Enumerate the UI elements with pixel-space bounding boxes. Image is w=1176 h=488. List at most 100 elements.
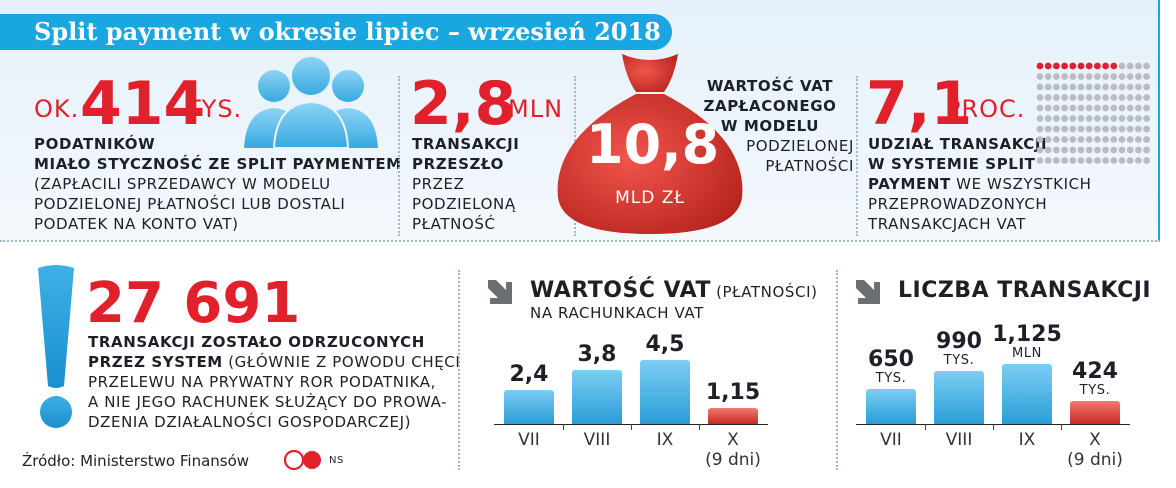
share-dot (1036, 83, 1044, 91)
share-dot (1126, 104, 1134, 112)
share-dot (1102, 94, 1109, 101)
share-dot (1085, 73, 1093, 80)
share-dot (1102, 83, 1109, 91)
share-dot (1069, 136, 1077, 143)
category-label: X (1089, 430, 1101, 450)
share-dot (1044, 115, 1052, 122)
share-dot (1110, 83, 1118, 91)
stat4-bold-3: payment (868, 175, 951, 193)
share-dot (1143, 115, 1150, 122)
share-dot (1118, 62, 1126, 70)
axis-tick (699, 424, 700, 430)
category-note: (9 dni) (705, 450, 761, 470)
chart-bar (934, 371, 984, 424)
axis-tick (1061, 424, 1062, 430)
share-dot (1135, 146, 1142, 154)
share-dot (1085, 146, 1093, 154)
stat4-note-4: przeprowadzonych (868, 195, 1048, 213)
share-dot (1085, 136, 1093, 143)
category-label: IX (656, 430, 674, 450)
stat1-note-2: podzielonej płatności lub dostali (34, 195, 346, 213)
share-dot (1053, 157, 1060, 164)
stat2-bold-2: przeszło (412, 155, 504, 173)
share-dot (1053, 94, 1060, 101)
share-dot-highlight (1044, 62, 1052, 70)
bottom-panel (0, 244, 1160, 488)
share-dot (1069, 83, 1077, 91)
share-dot (1036, 115, 1044, 122)
share-dot (1077, 104, 1085, 112)
share-dot (1036, 136, 1044, 143)
share-dot (1135, 115, 1142, 122)
share-dot (1053, 115, 1060, 122)
people-icon (244, 55, 378, 148)
bar-value-unit: tys. (943, 353, 975, 369)
share-dot (1102, 73, 1109, 80)
stat4-bold-1: udział transakcji (868, 135, 1048, 153)
share-dot (1094, 104, 1101, 112)
share-dot (1143, 94, 1150, 101)
share-dot (1044, 94, 1052, 101)
stat1-note-1: (zapłacili sprzedawcy w modelu (34, 175, 331, 193)
share-dot (1094, 157, 1101, 164)
share-dot (1102, 157, 1109, 164)
chart2-plot: tys. 650 VII tys. 990 VIII mln 1,125 IX tys. 424 X(… (850, 310, 1150, 480)
separator (836, 270, 838, 470)
share-dot (1061, 146, 1068, 154)
share-dot (1143, 157, 1150, 164)
stat2-bold-1: transakcji (412, 135, 520, 153)
bar-value-label: 3,8 (577, 341, 617, 367)
share-dot (1077, 73, 1085, 80)
stat3-note-1: podzielonej (746, 137, 854, 155)
share-dot-highlight (1069, 62, 1077, 70)
category-label: IX (1018, 430, 1036, 450)
share-dot (1044, 104, 1052, 112)
share-dot (1102, 125, 1109, 133)
share-dot (1069, 115, 1077, 122)
share-dot (1126, 146, 1134, 154)
share-dot (1126, 136, 1134, 143)
stat3-bold-1: Wartość VAT (706, 77, 834, 95)
share-dot (1135, 62, 1142, 70)
stat4-bold-2: w systemie split (868, 155, 1036, 173)
stat2-note-3: płatność (412, 215, 496, 233)
share-dot (1085, 115, 1093, 122)
share-dot (1094, 73, 1101, 80)
share-dot (1143, 73, 1150, 80)
share-dot (1094, 94, 1101, 101)
chart-bar (1002, 364, 1052, 424)
axis-tick (631, 424, 632, 430)
stat2-number: 2,8 (410, 69, 517, 139)
share-dot (1036, 104, 1044, 112)
share-dot (1077, 83, 1085, 91)
share-dot (1102, 146, 1109, 154)
share-dot (1126, 62, 1134, 70)
share-dot (1085, 125, 1093, 133)
stat3-note-2: płatności (765, 157, 854, 175)
share-dot (1061, 83, 1068, 91)
share-dot (1036, 94, 1044, 101)
stat5-number: 27 691 (86, 271, 301, 336)
share-dot (1143, 62, 1150, 70)
share-dot (1102, 104, 1109, 112)
stat5-note-5: dzenia działalności gospodarczej) (88, 413, 412, 431)
share-dot (1085, 104, 1093, 112)
chart-bar (1070, 401, 1120, 424)
stat4-unit: proc. (946, 95, 1026, 123)
share-dot (1085, 157, 1093, 164)
share-dot (1061, 136, 1068, 143)
chart1-title-line: Wartość VAT (płatności) (530, 278, 818, 303)
share-dot (1053, 83, 1060, 91)
axis-tick (563, 424, 564, 430)
share-dot (1143, 125, 1150, 133)
share-dot (1044, 73, 1052, 80)
share-dot (1110, 125, 1118, 133)
category-label: VII (880, 430, 902, 450)
share-dot (1061, 104, 1068, 112)
stat4-number: 7,1 (866, 69, 973, 139)
share-dot (1118, 73, 1126, 80)
share-dot (1053, 136, 1060, 143)
share-dot (1077, 125, 1085, 133)
stat3-unit: mld zł (615, 188, 685, 208)
share-dot (1135, 73, 1142, 80)
